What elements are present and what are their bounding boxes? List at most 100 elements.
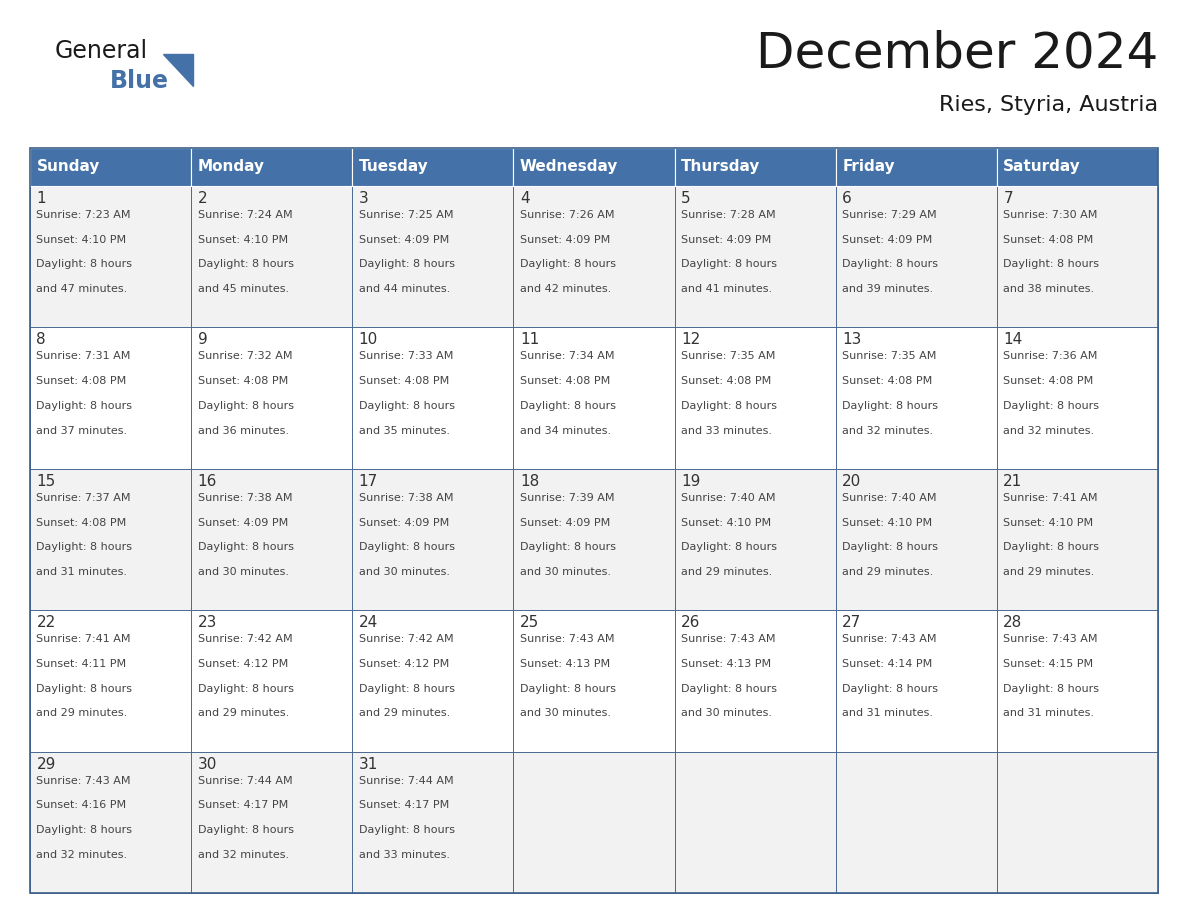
Text: Daylight: 8 hours: Daylight: 8 hours xyxy=(1004,684,1099,694)
Bar xyxy=(997,148,1158,186)
Text: Daylight: 8 hours: Daylight: 8 hours xyxy=(359,825,455,835)
Text: Sunset: 4:09 PM: Sunset: 4:09 PM xyxy=(359,235,449,245)
Text: Daylight: 8 hours: Daylight: 8 hours xyxy=(520,543,615,553)
Text: Daylight: 8 hours: Daylight: 8 hours xyxy=(520,260,615,270)
Text: and 29 minutes.: and 29 minutes. xyxy=(842,567,934,577)
Text: and 39 minutes.: and 39 minutes. xyxy=(842,285,934,295)
Text: Saturday: Saturday xyxy=(1004,160,1081,174)
Text: and 29 minutes.: and 29 minutes. xyxy=(359,709,450,719)
Bar xyxy=(353,186,513,328)
Text: Sunrise: 7:34 AM: Sunrise: 7:34 AM xyxy=(520,352,614,362)
Text: Sunrise: 7:44 AM: Sunrise: 7:44 AM xyxy=(359,776,454,786)
Text: Sunday: Sunday xyxy=(37,160,100,174)
Text: Sunset: 4:08 PM: Sunset: 4:08 PM xyxy=(359,376,449,386)
Text: Friday: Friday xyxy=(842,160,895,174)
Text: Sunrise: 7:35 AM: Sunrise: 7:35 AM xyxy=(842,352,936,362)
Text: Sunrise: 7:41 AM: Sunrise: 7:41 AM xyxy=(1004,493,1098,503)
Text: 10: 10 xyxy=(359,332,378,347)
Bar xyxy=(191,610,353,752)
Text: Monday: Monday xyxy=(197,160,265,174)
Text: Sunrise: 7:43 AM: Sunrise: 7:43 AM xyxy=(1004,634,1098,644)
Text: Sunrise: 7:43 AM: Sunrise: 7:43 AM xyxy=(520,634,614,644)
Bar xyxy=(835,148,997,186)
Text: and 33 minutes.: and 33 minutes. xyxy=(681,426,772,436)
Text: Daylight: 8 hours: Daylight: 8 hours xyxy=(842,401,939,411)
Text: Sunset: 4:09 PM: Sunset: 4:09 PM xyxy=(842,235,933,245)
Text: Daylight: 8 hours: Daylight: 8 hours xyxy=(37,260,132,270)
Text: Sunrise: 7:43 AM: Sunrise: 7:43 AM xyxy=(37,776,131,786)
Text: Daylight: 8 hours: Daylight: 8 hours xyxy=(37,401,132,411)
Text: 26: 26 xyxy=(681,615,701,630)
Bar xyxy=(513,610,675,752)
Text: Sunrise: 7:38 AM: Sunrise: 7:38 AM xyxy=(197,493,292,503)
Text: Daylight: 8 hours: Daylight: 8 hours xyxy=(197,825,293,835)
Bar xyxy=(675,469,835,610)
Bar xyxy=(835,186,997,328)
Text: and 34 minutes.: and 34 minutes. xyxy=(520,426,611,436)
Text: 2: 2 xyxy=(197,191,207,206)
Text: 11: 11 xyxy=(520,332,539,347)
Text: 19: 19 xyxy=(681,474,701,488)
Text: and 30 minutes.: and 30 minutes. xyxy=(197,567,289,577)
Bar xyxy=(835,469,997,610)
Text: Sunset: 4:08 PM: Sunset: 4:08 PM xyxy=(520,376,611,386)
Text: and 29 minutes.: and 29 minutes. xyxy=(37,709,127,719)
Bar xyxy=(675,752,835,893)
Bar xyxy=(835,328,997,469)
Text: Sunset: 4:10 PM: Sunset: 4:10 PM xyxy=(1004,518,1093,528)
Bar xyxy=(30,752,191,893)
Text: Sunset: 4:08 PM: Sunset: 4:08 PM xyxy=(1004,235,1093,245)
Text: Sunset: 4:17 PM: Sunset: 4:17 PM xyxy=(359,800,449,811)
Text: Sunset: 4:09 PM: Sunset: 4:09 PM xyxy=(520,518,611,528)
Text: 17: 17 xyxy=(359,474,378,488)
Text: and 31 minutes.: and 31 minutes. xyxy=(1004,709,1094,719)
Text: Sunset: 4:13 PM: Sunset: 4:13 PM xyxy=(681,659,771,669)
Bar xyxy=(353,469,513,610)
Text: and 45 minutes.: and 45 minutes. xyxy=(197,285,289,295)
Text: Thursday: Thursday xyxy=(681,160,760,174)
Bar xyxy=(513,186,675,328)
Text: and 30 minutes.: and 30 minutes. xyxy=(359,567,450,577)
Text: Sunrise: 7:39 AM: Sunrise: 7:39 AM xyxy=(520,493,614,503)
Text: Daylight: 8 hours: Daylight: 8 hours xyxy=(681,543,777,553)
Text: 20: 20 xyxy=(842,474,861,488)
Text: Sunrise: 7:42 AM: Sunrise: 7:42 AM xyxy=(359,634,454,644)
Text: 16: 16 xyxy=(197,474,217,488)
Text: 14: 14 xyxy=(1004,332,1023,347)
Text: Daylight: 8 hours: Daylight: 8 hours xyxy=(681,684,777,694)
Text: 6: 6 xyxy=(842,191,852,206)
Bar xyxy=(30,328,191,469)
Text: 4: 4 xyxy=(520,191,530,206)
Text: Sunset: 4:15 PM: Sunset: 4:15 PM xyxy=(1004,659,1093,669)
Text: 1: 1 xyxy=(37,191,46,206)
Text: Sunrise: 7:43 AM: Sunrise: 7:43 AM xyxy=(681,634,776,644)
Text: Daylight: 8 hours: Daylight: 8 hours xyxy=(1004,543,1099,553)
Text: Sunset: 4:09 PM: Sunset: 4:09 PM xyxy=(520,235,611,245)
Bar xyxy=(30,610,191,752)
Text: Sunrise: 7:33 AM: Sunrise: 7:33 AM xyxy=(359,352,453,362)
Text: General: General xyxy=(55,39,148,63)
Text: Sunrise: 7:30 AM: Sunrise: 7:30 AM xyxy=(1004,210,1098,220)
Text: 21: 21 xyxy=(1004,474,1023,488)
Text: 15: 15 xyxy=(37,474,56,488)
Text: Tuesday: Tuesday xyxy=(359,160,429,174)
Text: Sunrise: 7:29 AM: Sunrise: 7:29 AM xyxy=(842,210,937,220)
Text: 18: 18 xyxy=(520,474,539,488)
Text: 25: 25 xyxy=(520,615,539,630)
Text: Sunset: 4:08 PM: Sunset: 4:08 PM xyxy=(681,376,771,386)
Text: Sunset: 4:09 PM: Sunset: 4:09 PM xyxy=(681,235,771,245)
Text: Sunrise: 7:28 AM: Sunrise: 7:28 AM xyxy=(681,210,776,220)
Text: Sunset: 4:12 PM: Sunset: 4:12 PM xyxy=(197,659,287,669)
Text: Sunrise: 7:41 AM: Sunrise: 7:41 AM xyxy=(37,634,131,644)
Text: and 29 minutes.: and 29 minutes. xyxy=(681,567,772,577)
Text: 29: 29 xyxy=(37,756,56,772)
Text: Sunset: 4:08 PM: Sunset: 4:08 PM xyxy=(842,376,933,386)
Text: 3: 3 xyxy=(359,191,368,206)
Bar xyxy=(835,610,997,752)
Text: Sunset: 4:08 PM: Sunset: 4:08 PM xyxy=(37,376,127,386)
Text: 30: 30 xyxy=(197,756,217,772)
Text: and 32 minutes.: and 32 minutes. xyxy=(37,850,127,860)
Text: Ries, Styria, Austria: Ries, Styria, Austria xyxy=(939,95,1158,115)
Text: and 29 minutes.: and 29 minutes. xyxy=(1004,567,1094,577)
Text: Sunset: 4:10 PM: Sunset: 4:10 PM xyxy=(842,518,933,528)
